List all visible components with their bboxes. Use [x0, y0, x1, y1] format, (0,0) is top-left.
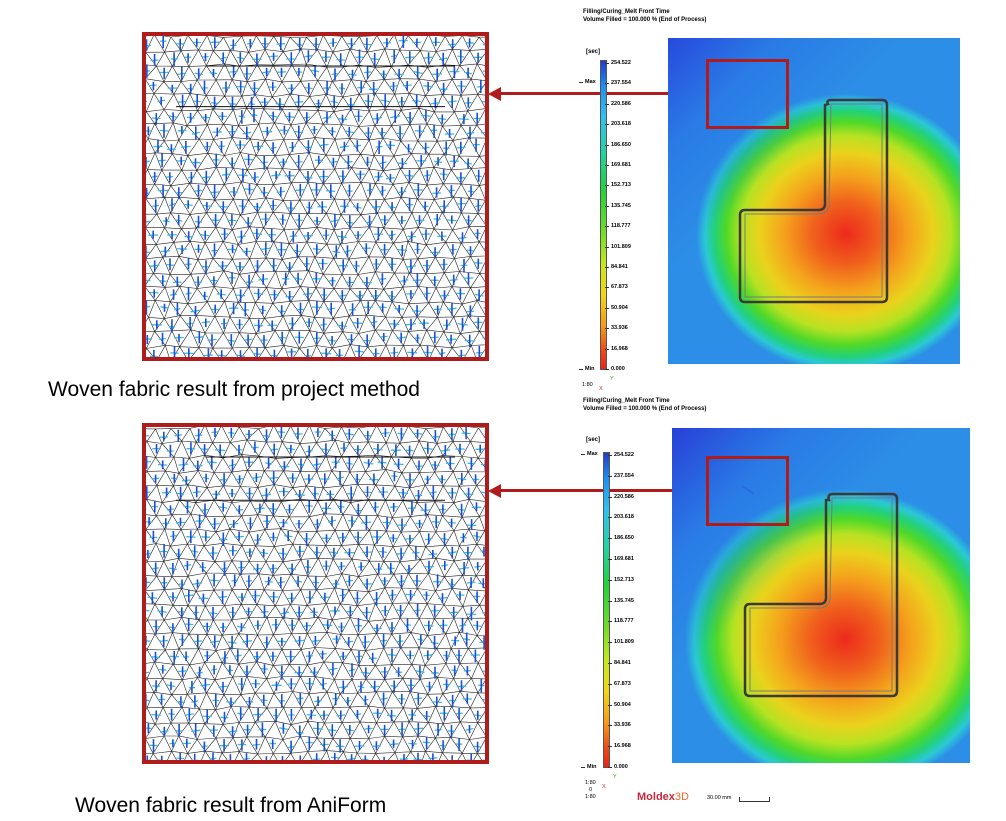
scale-bar-label: 30.00 mm	[707, 795, 732, 801]
legend-tick-label: 101.809	[608, 639, 634, 646]
legend-tick-label: 135.745	[608, 597, 634, 604]
legend-tick-label: 50.904	[608, 701, 631, 708]
logo-brand-plain: Moldex	[637, 791, 675, 803]
axis-z-bottom: 0	[589, 787, 593, 793]
woven-fabric-mesh-top	[146, 36, 485, 357]
l-shaped-part-outline-top	[738, 98, 889, 304]
logo-brand-accent: 3D	[674, 791, 689, 803]
legend-tick-label: 16.968	[608, 743, 631, 750]
caption-aniform: Woven fabric result from AniForm	[75, 794, 387, 817]
highlight-region-bottom	[706, 456, 789, 526]
sim-header-top: Filling/Curing_Melt Front Time Volume Fi…	[583, 8, 706, 24]
legend-unit-top: [sec]	[586, 49, 601, 55]
legend-tick-label: 220.586	[605, 100, 631, 107]
sim-header-volume: Volume Filled = 100.000 % (End of Proces…	[583, 17, 707, 23]
legend-min-label-bottom: Min	[580, 764, 597, 770]
axis-scale-bottom: 1:80	[585, 780, 596, 786]
legend-tick-label: 203.618	[608, 514, 634, 521]
highlight-region-top	[706, 59, 789, 129]
axis-y-top: Y	[610, 376, 614, 382]
legend-tick-label: 0.000	[605, 366, 625, 372]
axis-zlabel-bottom: 1:80	[585, 794, 596, 800]
l-shaped-part-outline-bottom	[741, 485, 899, 698]
legend-max-label-top: Max	[579, 79, 596, 85]
legend-tick-label: 254.522	[608, 452, 634, 458]
legend-tick-label: 169.681	[608, 556, 634, 562]
legend-tick-label: 203.618	[605, 121, 631, 128]
legend-tick-label: 186.650	[608, 535, 634, 542]
legend-tick-label: 84.841	[605, 264, 628, 270]
sim-header-title-bottom: Filling/Curing_Melt Front Time	[583, 398, 670, 404]
legend-tick-label: 84.841	[608, 660, 631, 666]
mesh-panel-aniform	[142, 423, 489, 764]
legend-tick-label: 220.586	[608, 493, 634, 500]
axis-y-bottom: Y	[613, 774, 617, 780]
legend-tick-label: 237.554	[605, 80, 631, 87]
sim-header-title: Filling/Curing_Melt Front Time	[583, 9, 670, 15]
axis-x-top: X	[599, 386, 603, 392]
legend-max-label-bottom: Max	[581, 451, 598, 457]
legend-tick-label: 254.522	[605, 60, 631, 66]
mesh-panel-project-method	[142, 32, 489, 361]
legend-tick-label: 33.936	[608, 722, 631, 729]
arrow-head-bottom	[488, 484, 501, 498]
color-legend-bar-top	[600, 60, 607, 370]
legend-tick-label: 33.936	[605, 325, 628, 332]
axis-x-bottom: X	[602, 784, 606, 790]
legend-tick-label: 118.777	[608, 618, 634, 625]
scale-bar	[739, 797, 770, 802]
legend-min-label-top: Min	[578, 366, 595, 372]
legend-tick-label: 237.554	[608, 472, 634, 479]
legend-tick-label: 101.809	[605, 243, 631, 250]
legend-tick-label: 135.745	[605, 202, 631, 209]
legend-tick-label: 16.968	[605, 345, 628, 352]
caption-project-method: Woven fabric result from project method	[48, 378, 420, 401]
sim-header-volume-bottom: Volume Filled = 100.000 % (End of Proces…	[583, 406, 707, 412]
color-legend-bar-bottom	[603, 452, 610, 768]
arrow-head-top	[488, 87, 501, 101]
legend-tick-label: 67.873	[605, 284, 628, 291]
sim-header-bottom: Filling/Curing_Melt Front Time Volume Fi…	[583, 397, 706, 413]
legend-tick-label: 186.650	[605, 141, 631, 148]
melt-front-contour-top	[668, 38, 960, 364]
woven-fabric-mesh-bottom	[146, 427, 485, 760]
legend-tick-label: 152.713	[608, 576, 634, 583]
legend-tick-label: 0.000	[608, 764, 628, 770]
melt-front-contour-bottom	[672, 428, 970, 763]
legend-tick-label: 67.873	[608, 680, 631, 687]
legend-unit-bottom: [sec]	[586, 437, 601, 443]
legend-tick-label: 118.777	[605, 223, 631, 230]
legend-tick-label: 152.713	[605, 182, 631, 189]
legend-tick-label: 50.904	[605, 304, 628, 311]
axis-scale-top: 1:80	[582, 382, 593, 388]
legend-tick-label: 169.681	[605, 162, 631, 168]
moldex3d-logo: Moldex3D	[637, 791, 689, 803]
